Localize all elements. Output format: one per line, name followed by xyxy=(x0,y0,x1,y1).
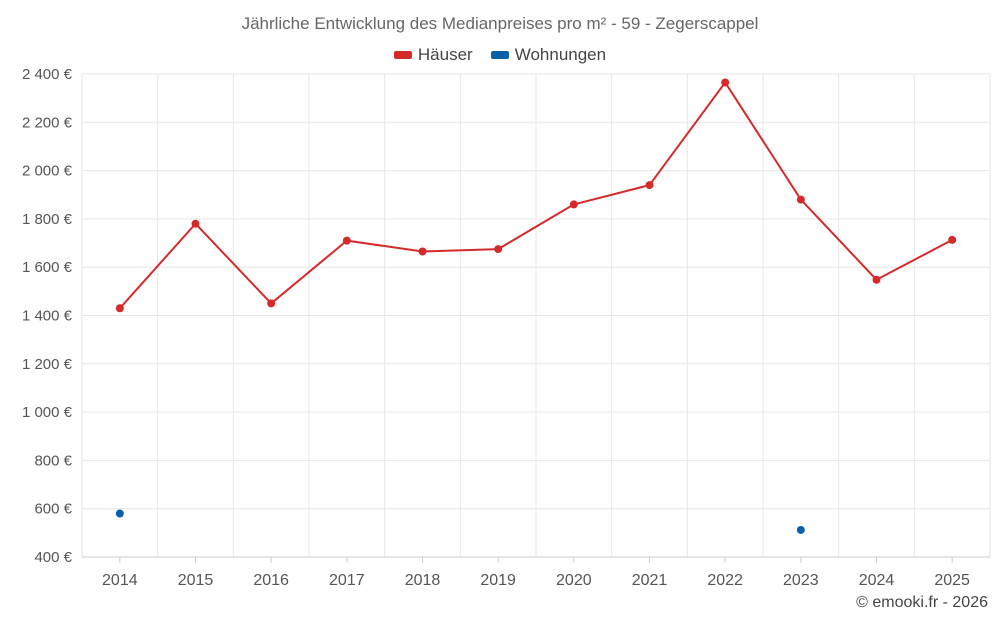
data-point-wohnungen-2023 xyxy=(796,525,805,534)
x-axis: 2014 2015 2016 2017 2018 2019 2020 2021 2022 2023… xyxy=(82,556,990,589)
x-tick-label: 2017 xyxy=(329,572,365,589)
x-tick-label: 2016 xyxy=(253,572,289,589)
y-tick-label: 1 400 € xyxy=(22,308,73,325)
y-tick-label: 800 € xyxy=(34,452,72,469)
data-point-haeuser-2014 xyxy=(115,304,124,313)
x-tick-label: 2022 xyxy=(707,572,743,589)
y-tick-label: 1 600 € xyxy=(22,259,73,276)
x-tick-label: 2019 xyxy=(480,572,516,589)
y-tick-label: 400 € xyxy=(34,549,72,566)
legend-label-haeuser: Häuser xyxy=(417,45,473,64)
data-point-haeuser-2022 xyxy=(721,78,730,87)
x-tick-label: 2024 xyxy=(859,572,895,589)
legend-item-haeuser[interactable]: Häuser xyxy=(393,45,473,65)
x-tick-label: 2014 xyxy=(102,572,138,589)
credit-text: © emooki.fr - 2026 xyxy=(856,594,988,611)
x-tick-label: 2023 xyxy=(783,572,819,589)
legend-swatch-haeuser xyxy=(393,51,412,59)
data-point-haeuser-2016 xyxy=(267,299,276,308)
data-point-haeuser-2023 xyxy=(796,195,805,204)
series-layer xyxy=(115,78,957,534)
y-tick-label: 600 € xyxy=(34,501,72,518)
grid-lines xyxy=(81,73,991,558)
y-tick-label: 2 200 € xyxy=(22,114,73,131)
legend-label-wohnungen: Wohnungen xyxy=(514,45,607,64)
y-tick-label: 1 200 € xyxy=(22,356,73,373)
legend-swatch-wohnungen xyxy=(490,51,509,59)
data-point-haeuser-2018 xyxy=(418,247,427,256)
x-tick-label: 2020 xyxy=(556,572,592,589)
legend-item-wohnungen[interactable]: Wohnungen xyxy=(490,45,607,65)
y-tick-label: 1 800 € xyxy=(22,211,73,228)
legend: Häuser Wohnungen xyxy=(0,45,1000,65)
series-line-haeuser xyxy=(119,81,953,309)
y-tick-label: 2 400 € xyxy=(22,66,73,83)
y-axis: 400 € 600 € 800 € 1 000 € 1 200 € 1 400 € 1 60… xyxy=(22,66,73,566)
data-point-haeuser-2020 xyxy=(569,200,578,209)
data-point-haeuser-2017 xyxy=(342,236,351,245)
x-tick-label: 2018 xyxy=(405,572,441,589)
data-point-wohnungen-2014 xyxy=(115,509,124,518)
y-tick-label: 1 000 € xyxy=(22,404,73,421)
data-point-haeuser-2015 xyxy=(191,219,200,228)
data-point-haeuser-2024 xyxy=(872,275,881,284)
data-point-haeuser-2025 xyxy=(948,235,957,244)
x-tick-label: 2021 xyxy=(632,572,668,589)
x-tick-label: 2015 xyxy=(178,572,214,589)
data-point-haeuser-2021 xyxy=(645,181,654,190)
x-tick-label: 2025 xyxy=(934,572,970,589)
y-tick-label: 2 000 € xyxy=(22,163,73,180)
data-point-haeuser-2019 xyxy=(494,245,503,254)
chart-title: Jährliche Entwicklung des Medianpreises … xyxy=(241,14,759,33)
